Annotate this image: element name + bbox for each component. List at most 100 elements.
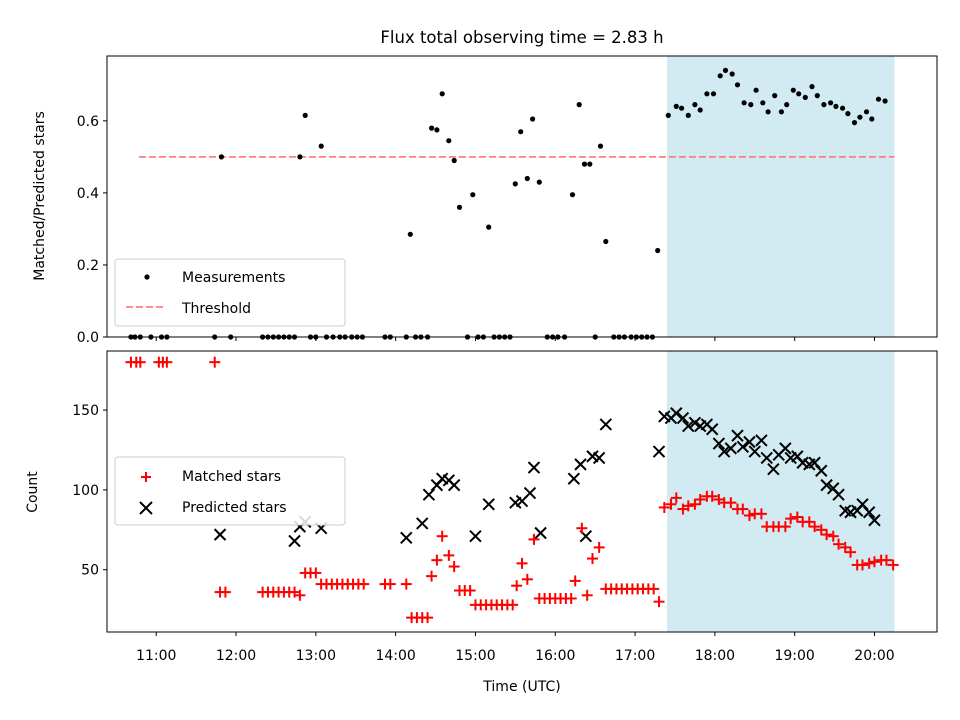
bottom-x-tick-label: 14:00 — [375, 648, 415, 664]
measurement-point — [869, 116, 875, 122]
measurement-point — [882, 98, 888, 104]
matched-star-point — [209, 356, 221, 368]
measurement-point — [603, 238, 609, 245]
predicted-star-point — [400, 531, 413, 545]
matched-star-point — [400, 578, 412, 590]
measurement-point — [729, 71, 735, 77]
matched-star-point — [725, 497, 737, 509]
predicted-star-point — [599, 418, 613, 431]
top-y-tick-label: 0.0 — [77, 330, 99, 346]
measurement-point — [407, 231, 413, 237]
matched-star-point — [737, 503, 749, 515]
top-axes-frame — [106, 55, 938, 338]
top-y-tick-label: 0.6 — [77, 114, 99, 130]
measurement-point — [673, 103, 679, 109]
predicted-star-point — [717, 445, 731, 458]
predicted-star-point — [574, 458, 587, 471]
top-legend: Measurements Threshold — [114, 258, 346, 327]
matched-star-point — [755, 508, 767, 520]
bottom-x-tick-label: 17:00 — [615, 648, 655, 664]
matched-star-point — [161, 356, 173, 368]
measurement-point — [784, 102, 790, 108]
matched-star-point — [310, 567, 322, 579]
top-ticks: 0.0 0.2 0.4 0.6 — [77, 114, 875, 346]
predicted-star-point — [469, 529, 482, 543]
matched-star-point — [682, 500, 694, 512]
top-y-tick-label: 0.4 — [77, 186, 99, 202]
x-axis-label: Time (UTC) — [482, 679, 560, 695]
measurement-point — [665, 112, 671, 118]
predicted-star-point — [652, 445, 666, 458]
measurement-point — [655, 247, 661, 254]
matched-star-point — [431, 554, 443, 566]
measurement-point — [734, 82, 741, 88]
measurement-point — [697, 107, 703, 113]
measurement-point — [717, 73, 723, 79]
predicted-star-point — [748, 445, 761, 458]
predicted-star-point — [832, 488, 845, 501]
measurement-point — [845, 111, 851, 117]
predicted-star-point — [592, 451, 606, 465]
predicted-star-point — [767, 462, 780, 476]
bottom-x-tick-label: 19:00 — [774, 648, 814, 664]
legend-measurements-marker — [144, 274, 150, 280]
predicted-star-point — [422, 488, 436, 501]
matched-star-point — [821, 529, 833, 541]
measurement-point — [302, 112, 308, 118]
matched-star-point — [294, 589, 306, 601]
matched-star-point — [694, 493, 706, 505]
bottom-y-axis-label: Count — [25, 471, 41, 513]
predicted-star-point — [447, 478, 461, 492]
bottom-x-tick-label: 18:00 — [695, 648, 735, 664]
measurement-point — [704, 91, 710, 97]
figure-title: Flux total observing time = 2.83 h — [380, 28, 663, 47]
predicted-star-point — [523, 486, 537, 500]
measurement-point — [828, 100, 834, 106]
bottom-panel: 50 100 150 11:00 12:00 13:00 14:00 15:00 16:00 17… — [25, 350, 938, 695]
predicted-star-point — [731, 429, 744, 442]
matched-star-point — [785, 513, 797, 525]
matched-star-point — [845, 546, 857, 558]
matched-star-point — [422, 612, 434, 624]
matched-star-point — [653, 596, 665, 608]
measurement-point — [685, 112, 691, 118]
matched-star-point — [576, 522, 588, 534]
measurement-point — [429, 125, 435, 131]
matched-star-point — [581, 589, 593, 601]
matched-star-point — [857, 559, 869, 571]
bottom-shaded-region — [666, 351, 895, 632]
predicted-star-point — [534, 526, 547, 540]
predicted-star-point — [670, 407, 683, 420]
predicted-star-point — [862, 506, 876, 519]
predicted-star-point — [736, 440, 750, 454]
bottom-y-tick-label: 50 — [81, 563, 99, 579]
measurement-point — [857, 114, 863, 120]
top-y-tick-label: 0.2 — [77, 258, 99, 274]
measurement-point — [863, 109, 870, 115]
measurement-point — [470, 192, 476, 198]
predicted-star-point — [760, 451, 773, 465]
measurement-point — [518, 129, 524, 135]
measurement-point — [809, 84, 815, 90]
measurement-point — [875, 96, 882, 102]
measurement-point — [748, 102, 754, 108]
predicted-star-point — [567, 472, 581, 485]
measurement-point — [486, 224, 492, 230]
measurement-point — [710, 91, 717, 97]
matched-star-point — [887, 559, 899, 571]
bottom-y-tick-label: 100 — [72, 483, 99, 499]
predicted-star-point — [527, 461, 541, 474]
measurement-point — [530, 116, 536, 122]
matched-star-point — [827, 530, 839, 542]
matched-star-point — [665, 498, 677, 510]
matched-star-point — [815, 524, 827, 536]
matched-star-point — [670, 492, 682, 504]
legend-predicted-label: Predicted stars — [182, 500, 287, 516]
measurement-point — [765, 109, 771, 115]
predicted-star-point — [288, 534, 301, 548]
matched-star-point — [658, 501, 670, 513]
bottom-ticks: 50 100 150 11:00 12:00 13:00 14:00 15:00 16:00 17… — [72, 403, 894, 664]
measurement-point — [802, 94, 808, 100]
predicted-star-point — [743, 435, 756, 449]
